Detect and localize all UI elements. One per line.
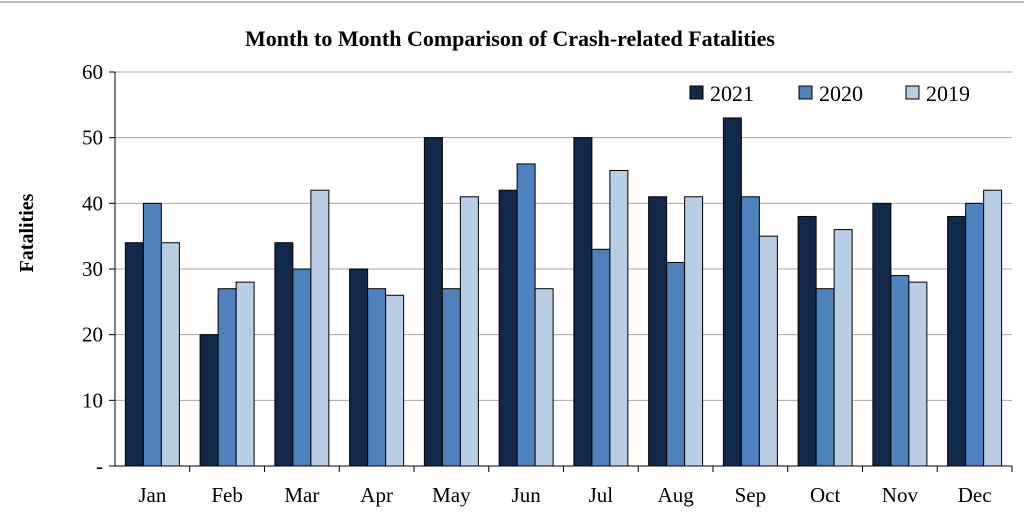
x-tick-label: Oct <box>810 483 840 507</box>
bar-2019-jul <box>609 170 629 467</box>
bar-2020-jun <box>516 163 536 467</box>
bar-2021-may <box>423 137 443 467</box>
bar-2019-nov <box>908 281 928 467</box>
x-tick-label: Mar <box>284 483 319 507</box>
y-tick-label: 20 <box>82 323 103 347</box>
y-tick-label: - <box>96 454 103 478</box>
bar-2019-oct <box>833 229 853 467</box>
y-tick-label: 10 <box>82 388 103 412</box>
x-tick-label: Jan <box>138 483 166 507</box>
y-tick-label: 30 <box>82 257 103 281</box>
x-tick-label: Aug <box>658 483 695 507</box>
bar-2020-mar <box>292 268 312 467</box>
bar-2019-jun <box>534 288 554 467</box>
bar-2021-nov <box>872 202 892 467</box>
bar-2021-aug <box>648 196 668 467</box>
legend-swatch-2019 <box>905 85 920 100</box>
bar-2020-dec <box>965 202 985 467</box>
bar-2021-feb <box>199 334 219 467</box>
bar-2020-apr <box>367 288 387 467</box>
bar-2021-jul <box>573 137 593 467</box>
legend-label-2019: 2019 <box>926 81 970 106</box>
x-tick-labels: Jan Feb Mar Apr May Jun Jul Aug Sep Oct Nov Dec <box>138 483 991 507</box>
y-tick-label: 50 <box>82 126 103 150</box>
bar-2021-apr <box>349 268 369 467</box>
x-tick-label: Apr <box>360 483 393 507</box>
legend-swatch-2020 <box>798 85 813 100</box>
y-tick-label: 60 <box>82 60 103 84</box>
bar-2019-may <box>459 196 479 467</box>
bars <box>124 117 1003 467</box>
bar-2019-sep <box>758 235 778 467</box>
legend-label-2021: 2021 <box>710 81 754 106</box>
gridlines <box>115 71 1012 401</box>
bar-2020-oct <box>815 288 835 467</box>
bar-2021-oct <box>797 215 817 467</box>
y-tick-label: 40 <box>82 191 103 215</box>
axes <box>109 71 1013 472</box>
y-axis-label: Fatalities <box>16 193 38 272</box>
bar-2020-aug <box>666 261 686 467</box>
bar-2020-jan <box>142 202 162 467</box>
bar-2019-jan <box>160 242 180 467</box>
bar-2021-mar <box>274 242 294 467</box>
x-tick-label: May <box>432 483 471 507</box>
bar-2021-sep <box>722 117 742 467</box>
bar-2021-dec <box>947 215 967 467</box>
bar-2019-apr <box>385 294 405 467</box>
bar-2021-jan <box>124 242 144 467</box>
x-tick-label: Nov <box>882 483 919 507</box>
bar-2019-dec <box>983 189 1003 467</box>
x-tick-label: Sep <box>735 483 767 507</box>
y-tick-labels: - 10 20 30 40 50 60 <box>82 60 103 478</box>
x-tick-label: Jun <box>512 483 542 507</box>
legend-swatch-2021 <box>689 85 704 100</box>
legend: 2021 2020 2019 <box>689 81 970 106</box>
bar-2019-mar <box>310 189 330 467</box>
bar-2020-may <box>441 288 461 467</box>
bar-2021-jun <box>498 189 518 467</box>
bar-2019-aug <box>684 196 704 467</box>
bar-2019-feb <box>235 281 255 467</box>
legend-label-2020: 2020 <box>819 81 863 106</box>
bar-2020-sep <box>740 196 760 467</box>
bar-2020-feb <box>217 288 237 467</box>
x-tick-label: Jul <box>589 483 614 507</box>
chart-title: Month to Month Comparison of Crash-relat… <box>245 26 775 51</box>
x-tick-label: Dec <box>958 483 992 507</box>
bar-2020-nov <box>890 275 910 467</box>
x-tick-label: Feb <box>211 483 243 507</box>
bar-2020-jul <box>591 248 611 467</box>
